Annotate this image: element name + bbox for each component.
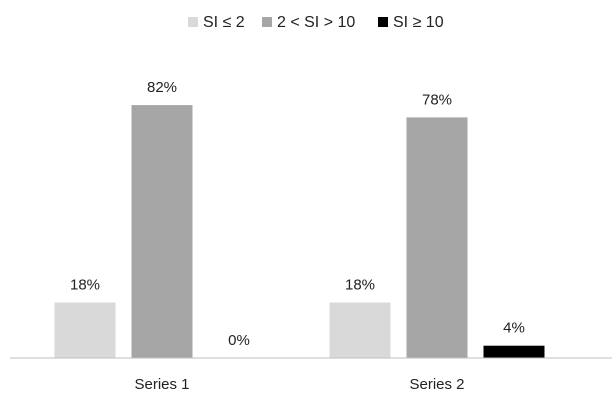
data-label-series-2-category-1: 82% — [147, 79, 177, 96]
bar-series-2-category-1 — [131, 105, 193, 358]
category-label-1: Series 1 — [134, 376, 189, 393]
data-label-series-3-category-1: 0% — [228, 332, 250, 349]
category-labels-group: Series 1 Series 2 — [134, 376, 464, 393]
data-label-series-1-category-2: 18% — [345, 277, 375, 294]
bars-group — [54, 105, 545, 359]
bar-series-3-category-2 — [483, 345, 545, 358]
data-label-series-1-category-1: 18% — [70, 277, 100, 294]
data-label-series-3-category-2: 4% — [503, 320, 525, 337]
legend-swatch-2 — [262, 17, 272, 27]
legend: SI ≤ 2 2 < SI > 10 SI ≥ 10 — [188, 14, 444, 31]
category-label-2: Series 2 — [409, 376, 464, 393]
legend-item-3: SI ≥ 10 — [378, 14, 444, 31]
legend-label-3: SI ≥ 10 — [393, 14, 444, 31]
bar-series-1-category-2 — [329, 302, 391, 358]
legend-swatch-1 — [188, 17, 198, 27]
legend-label-1: SI ≤ 2 — [203, 14, 245, 31]
legend-swatch-3 — [378, 17, 388, 27]
data-labels-group: 18% 82% 0% 18% 78% 4% — [70, 79, 525, 349]
data-label-series-2-category-2: 78% — [422, 91, 452, 108]
bar-series-1-category-1 — [54, 302, 116, 358]
legend-item-1: SI ≤ 2 — [188, 14, 245, 31]
legend-item-2: 2 < SI > 10 — [262, 14, 355, 31]
bar-series-2-category-2 — [406, 117, 468, 359]
legend-label-2: 2 < SI > 10 — [277, 14, 355, 31]
